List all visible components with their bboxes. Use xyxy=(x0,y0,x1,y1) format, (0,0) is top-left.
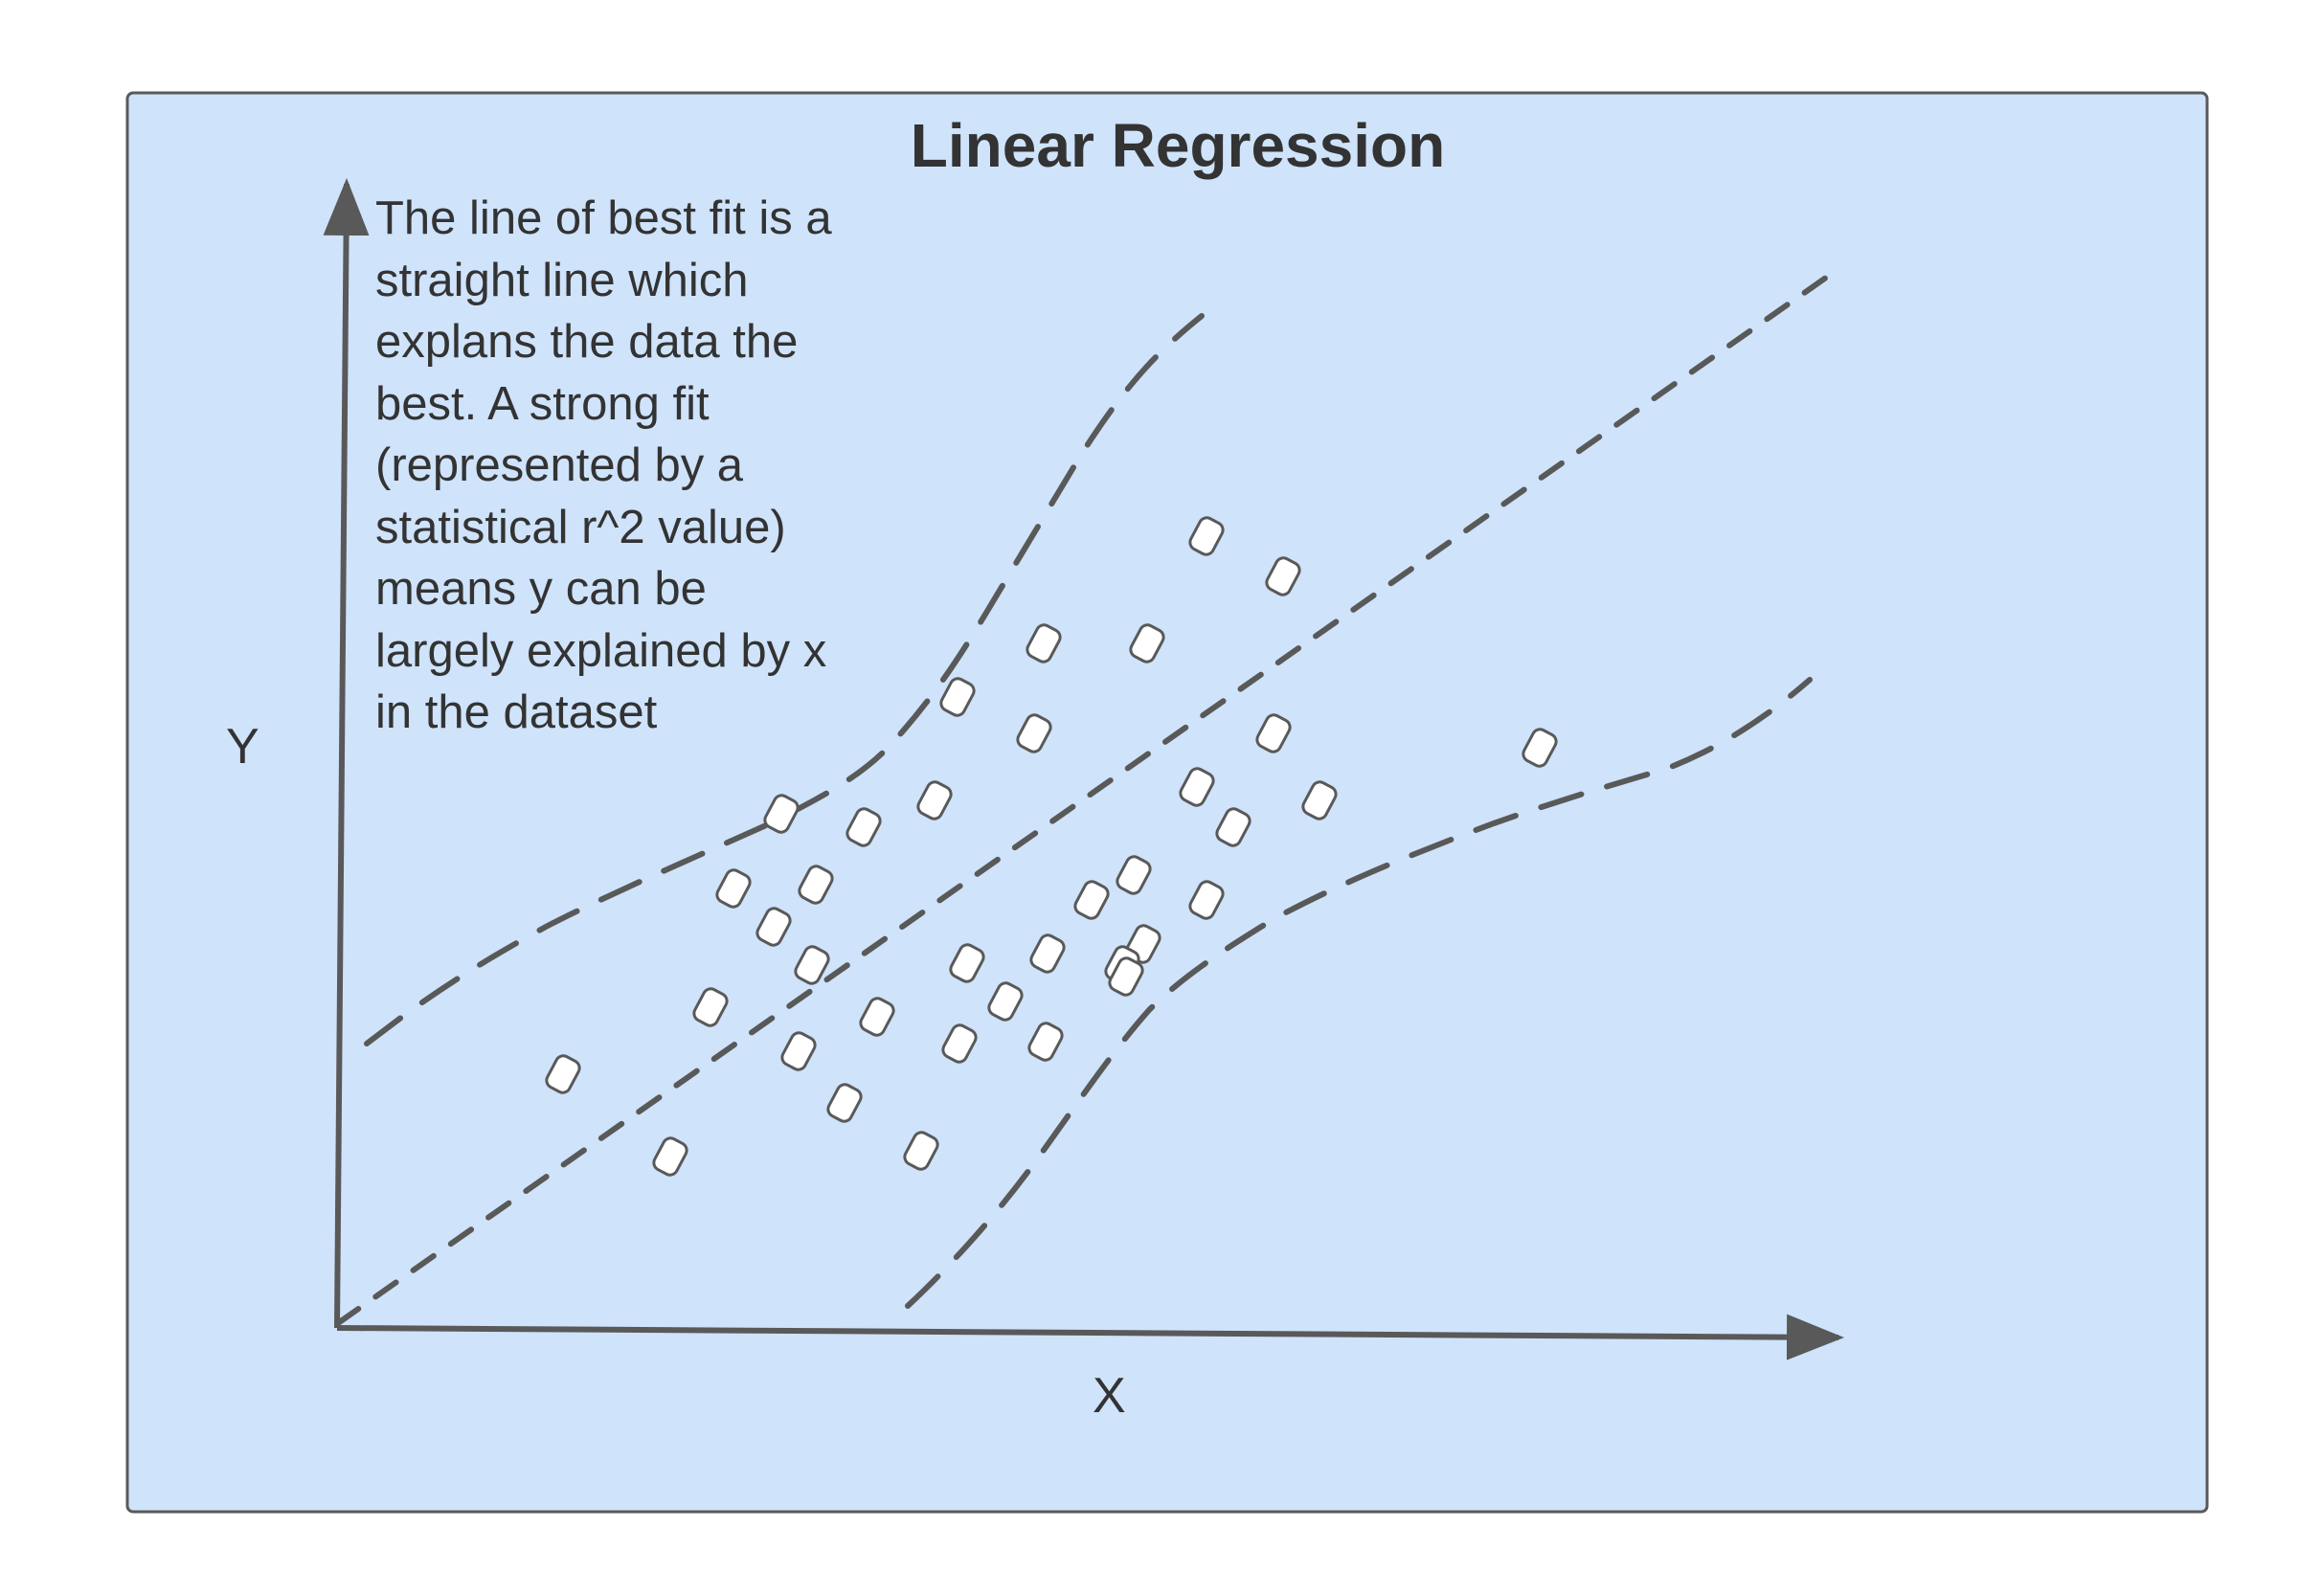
data-point-marker xyxy=(939,677,976,717)
data-point-marker xyxy=(1129,623,1165,663)
description-line: straight line which xyxy=(375,254,749,306)
description-line: in the dataset xyxy=(375,686,658,738)
data-point-marker xyxy=(545,1054,581,1094)
data-point-marker xyxy=(903,1131,939,1171)
x-axis xyxy=(336,1314,1844,1360)
data-point-marker xyxy=(859,997,895,1037)
data-point-marker xyxy=(845,807,882,847)
description-line: (represented by a xyxy=(375,439,744,491)
data-point-marker xyxy=(826,1083,863,1123)
data-point-marker xyxy=(916,780,953,820)
data-point-marker xyxy=(692,987,729,1027)
data-point-marker xyxy=(1073,880,1110,920)
data-point-marker xyxy=(1265,556,1301,596)
data-point-marker xyxy=(798,865,834,905)
data-point-marker xyxy=(1188,880,1225,920)
data-point-marker xyxy=(715,868,752,909)
data-point-marker xyxy=(1026,623,1062,663)
data-point-marker xyxy=(1188,516,1225,556)
data-point-marker xyxy=(652,1136,688,1177)
data-point-marker xyxy=(1215,807,1251,847)
data-point-marker xyxy=(1522,728,1558,768)
data-point-marker xyxy=(1029,933,1066,974)
data-point-marker xyxy=(1301,780,1338,820)
data-point-marker xyxy=(1027,1022,1064,1062)
confidence-band-upper xyxy=(364,313,1205,1046)
diagram-title: Linear Regression xyxy=(910,111,1446,180)
data-point-marker xyxy=(941,1023,978,1064)
data-point-marker xyxy=(949,943,985,983)
description-line: statistical r^2 value) xyxy=(375,501,786,553)
data-point-marker xyxy=(1108,956,1144,997)
description-line: The line of best fit is a xyxy=(375,192,832,244)
description-line: means y can be xyxy=(375,563,707,615)
x-axis-label: X xyxy=(1093,1368,1126,1424)
data-point-marker xyxy=(1016,713,1052,753)
data-point-marker xyxy=(1255,713,1292,753)
data-point-marker xyxy=(763,794,800,834)
data-point-marker xyxy=(987,981,1024,1022)
y-axis-label: Y xyxy=(226,719,259,775)
data-points xyxy=(545,516,1558,1177)
description-line: largely explained by x xyxy=(375,624,827,677)
y-axis xyxy=(323,178,370,1329)
data-point-marker xyxy=(794,945,830,985)
diagram-panel xyxy=(125,91,2209,1514)
data-point-marker xyxy=(1179,767,1215,807)
description-line: best. A strong fit xyxy=(375,377,710,430)
description-text: The line of best fit is a straight line … xyxy=(375,188,931,744)
data-point-marker xyxy=(755,907,792,947)
data-point-marker xyxy=(1116,855,1152,895)
description-line: explans the data the xyxy=(375,316,799,368)
data-point-marker xyxy=(780,1031,817,1071)
best-fit-line xyxy=(335,270,1836,1326)
